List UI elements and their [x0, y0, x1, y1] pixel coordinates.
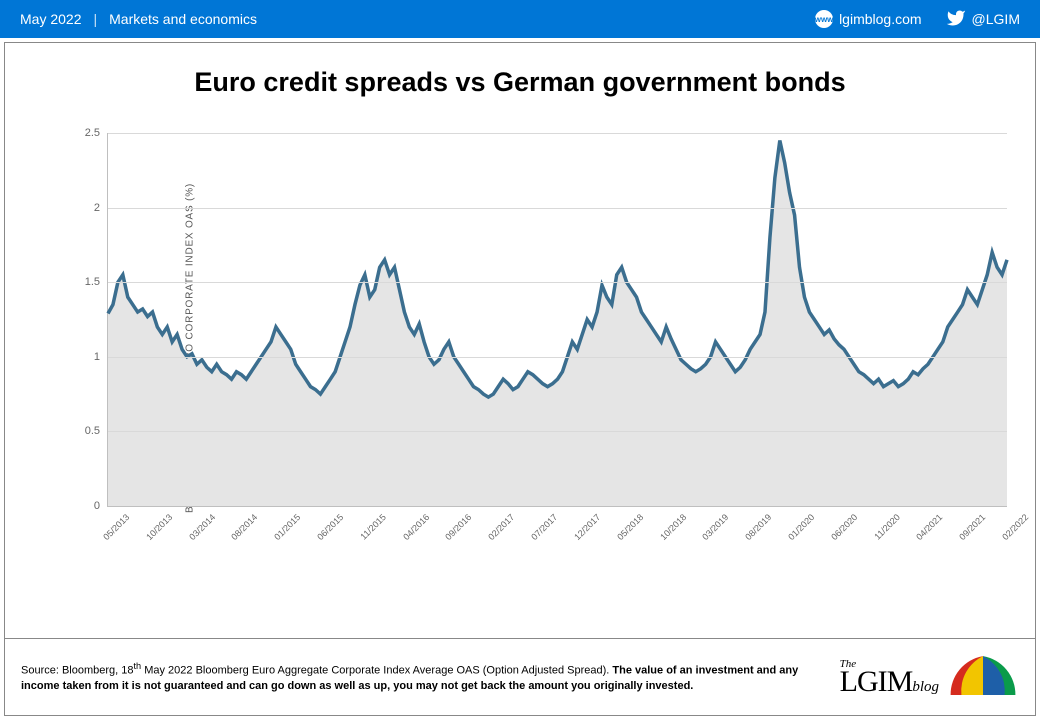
- gridline: [108, 431, 1007, 432]
- x-tick-label: 09/2016: [444, 512, 474, 542]
- x-tick-label: 09/2021: [957, 512, 987, 542]
- blog-url-text: lgimblog.com: [839, 11, 921, 27]
- header-left: May 2022 | Markets and economics: [20, 11, 257, 27]
- x-tick-label: 03/2019: [701, 512, 731, 542]
- y-tick-label: 2: [94, 202, 100, 214]
- y-tick-label: 0: [94, 500, 100, 512]
- logo-blog: blog: [912, 679, 939, 695]
- twitter-link[interactable]: @LGIM: [946, 8, 1020, 31]
- x-tick-label: 10/2018: [658, 512, 688, 542]
- chart-line: [108, 140, 1007, 397]
- y-tick-label: 2.5: [85, 127, 100, 139]
- x-tick-label: 11/2020: [872, 512, 902, 542]
- x-tick-label: 02/2022: [1000, 512, 1030, 542]
- x-tick-label: 08/2014: [230, 512, 260, 542]
- x-tick-label: 11/2015: [358, 512, 388, 542]
- y-tick-label: 0.5: [85, 425, 100, 437]
- source-prefix: Source: Bloomberg, 18: [21, 665, 134, 677]
- header-bar: May 2022 | Markets and economics www lgi…: [0, 0, 1040, 38]
- logo-block: The LGIMblog: [840, 649, 1019, 705]
- x-tick-label: 05/2013: [101, 512, 131, 542]
- header-separator: |: [93, 11, 97, 27]
- twitter-icon: [946, 8, 966, 31]
- gridline: [108, 133, 1007, 134]
- www-icon: www: [815, 10, 833, 28]
- chart-area-fill: [108, 140, 1007, 506]
- x-tick-label: 07/2017: [529, 512, 559, 542]
- x-tick-label: 04/2021: [915, 512, 945, 542]
- x-tick-label: 01/2020: [786, 512, 816, 542]
- header-category: Markets and economics: [109, 11, 257, 27]
- chart-svg: [108, 133, 1007, 506]
- header-right: www lgimblog.com @LGIM: [815, 8, 1020, 31]
- chart-title: Euro credit spreads vs German government…: [5, 67, 1035, 98]
- blog-link[interactable]: www lgimblog.com: [815, 10, 921, 28]
- gridline: [108, 208, 1007, 209]
- y-tick-label: 1.5: [85, 276, 100, 288]
- footer: Source: Bloomberg, 18th May 2022 Bloombe…: [5, 638, 1035, 715]
- lgim-logo: The LGIMblog: [840, 660, 939, 695]
- content-frame: Euro credit spreads vs German government…: [4, 42, 1036, 716]
- x-tick-label: 10/2013: [144, 512, 174, 542]
- x-tick-label: 04/2016: [401, 512, 431, 542]
- y-tick-label: 1: [94, 351, 100, 363]
- gridline: [108, 282, 1007, 283]
- source-suffix: May 2022 Bloomberg Euro Aggregate Corpor…: [141, 665, 612, 677]
- chart-container: BLOOMBERG BARCLAYS EURO CORPORATE INDEX …: [57, 133, 1013, 563]
- umbrella-icon: [947, 649, 1019, 705]
- x-tick-label: 08/2019: [743, 512, 773, 542]
- x-tick-label: 06/2015: [315, 512, 345, 542]
- footer-text: Source: Bloomberg, 18th May 2022 Bloombe…: [21, 660, 822, 693]
- x-tick-label: 02/2017: [487, 512, 517, 542]
- x-tick-label: 05/2018: [615, 512, 645, 542]
- x-tick-label: 01/2015: [272, 512, 302, 542]
- header-date: May 2022: [20, 11, 81, 27]
- gridline: [108, 357, 1007, 358]
- twitter-handle-text: @LGIM: [972, 11, 1020, 27]
- source-super: th: [134, 661, 142, 671]
- x-tick-label: 03/2014: [187, 512, 217, 542]
- plot-area: 00.511.522.505/201310/201303/201408/2014…: [107, 133, 1007, 507]
- x-tick-label: 12/2017: [572, 512, 602, 542]
- x-tick-label: 06/2020: [829, 512, 859, 542]
- logo-main: LGIM: [840, 665, 913, 698]
